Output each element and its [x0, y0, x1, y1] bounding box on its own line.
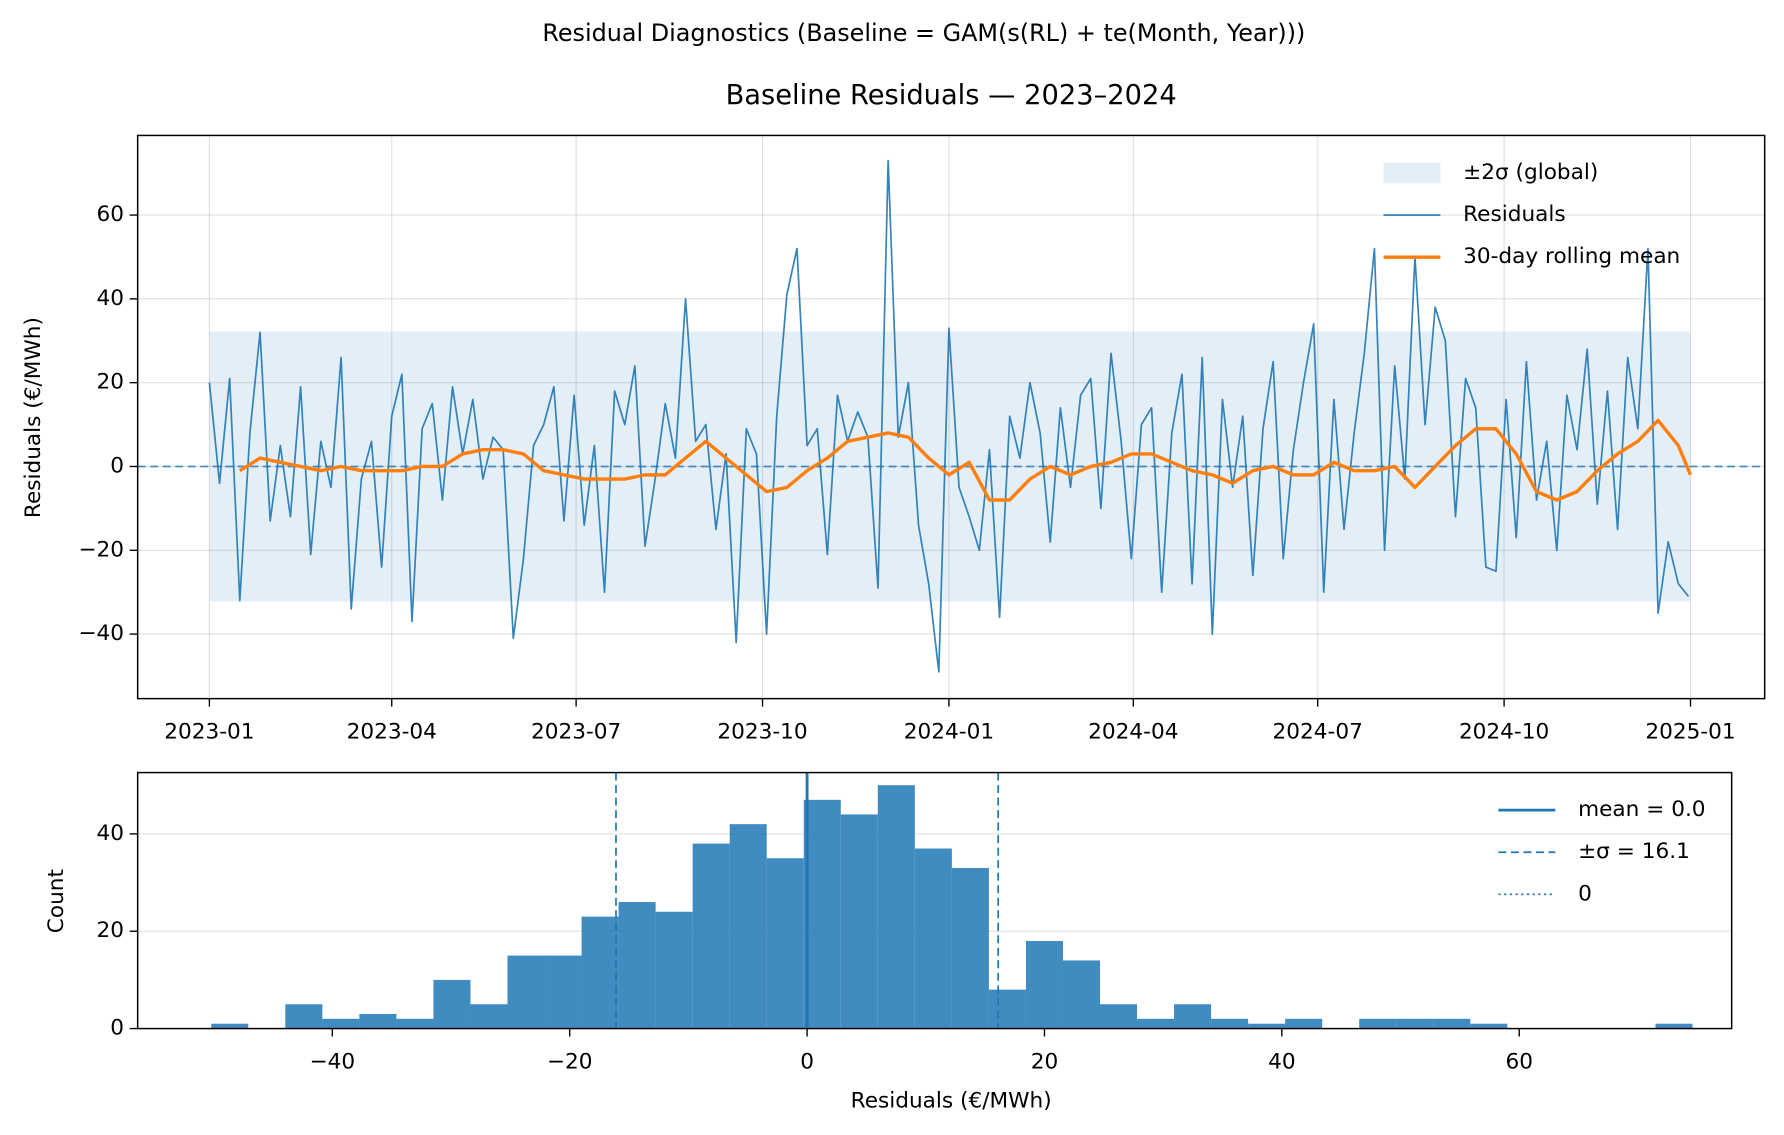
- hist-bar: [1174, 1004, 1212, 1029]
- chart-title: Baseline Residuals — 2023–2024: [726, 80, 1177, 111]
- x-tick-label: 60: [1505, 1050, 1533, 1075]
- legend-swatch: [1383, 162, 1441, 184]
- y-tick-label: 40: [97, 821, 125, 846]
- hist-bar: [211, 1023, 249, 1029]
- hist-bar: [618, 902, 656, 1029]
- hist-bar: [1211, 1018, 1249, 1029]
- hist-bar: [396, 1018, 434, 1029]
- hist-bar: [1248, 1023, 1286, 1029]
- x-tick-label: 2025-01: [1645, 720, 1735, 745]
- hist-bar: [1062, 960, 1100, 1029]
- x-tick-label: 0: [800, 1050, 814, 1075]
- x-tick-label: 20: [1031, 1050, 1059, 1075]
- y-tick-label: 20: [97, 370, 125, 395]
- x-tick-label: 2023-07: [531, 720, 621, 745]
- legend-label: ±2σ (global): [1463, 160, 1598, 185]
- legend-label: 30-day rolling mean: [1463, 244, 1680, 269]
- hist-bar: [581, 916, 619, 1029]
- y-tick-label: 0: [110, 1016, 124, 1041]
- hist-bar: [766, 858, 804, 1029]
- hist-bar: [1285, 1018, 1323, 1029]
- hist-bar: [655, 911, 693, 1029]
- x-tick-label: 2024-10: [1459, 720, 1549, 745]
- hist-bar: [433, 979, 471, 1029]
- y-tick-label: −40: [78, 621, 124, 646]
- hist-bar: [729, 824, 767, 1029]
- hist-bar: [285, 1004, 323, 1029]
- x-tick-label: 40: [1268, 1050, 1296, 1075]
- axes-frame: [136, 134, 1766, 700]
- hist-bar: [1433, 1018, 1471, 1029]
- axes-frame: [136, 771, 1733, 1030]
- y-tick-label: 0: [110, 453, 124, 478]
- legend-label: mean = 0.0: [1578, 797, 1706, 822]
- x-tick-label: 2023-04: [347, 720, 437, 745]
- hist-bar: [877, 785, 915, 1029]
- hist-bar: [914, 848, 952, 1029]
- hist-bar: [1137, 1018, 1175, 1029]
- x-tick-label: 2023-10: [717, 720, 807, 745]
- legend-label: ±σ = 16.1: [1578, 839, 1690, 864]
- x-tick-label: 2023-01: [164, 720, 254, 745]
- hist-bar: [692, 843, 730, 1029]
- y-tick-label: 40: [97, 286, 125, 311]
- hist-bar: [322, 1018, 360, 1029]
- y-tick-label: −20: [78, 537, 124, 562]
- hist-bar: [840, 814, 878, 1029]
- hist-bar: [988, 989, 1026, 1029]
- hist-bar: [1655, 1023, 1693, 1029]
- series-line: [208, 159, 1690, 673]
- legend-label: 0: [1578, 881, 1592, 906]
- x-tick-label: −40: [310, 1050, 356, 1075]
- hist-bar: [951, 867, 989, 1029]
- x-tick-label: −20: [547, 1050, 593, 1075]
- series-line: [238, 418, 1693, 502]
- hist-bar: [1396, 1018, 1434, 1029]
- y-tick-label: 20: [97, 918, 125, 943]
- x-tick-label: 2024-01: [904, 720, 994, 745]
- y-tick-label: 60: [97, 202, 125, 227]
- hist-bar: [1025, 940, 1063, 1029]
- hist-bar: [507, 955, 545, 1029]
- hist-bar: [470, 1004, 508, 1029]
- hist-bar: [1099, 1004, 1138, 1029]
- x-tick-label: 2024-04: [1088, 720, 1178, 745]
- y-axis-label: Count: [44, 869, 69, 933]
- hist-bar: [803, 799, 841, 1029]
- hist-bar: [1470, 1023, 1508, 1029]
- suptitle: Residual Diagnostics (Baseline = GAM(s(R…: [542, 19, 1305, 47]
- hist-bar: [1359, 1018, 1397, 1029]
- legend-label: Residuals: [1463, 202, 1566, 227]
- hist-bar: [359, 1013, 397, 1029]
- x-tick-label: 2024-07: [1273, 720, 1363, 745]
- x-axis-label: Residuals (€/MWh): [851, 1088, 1052, 1113]
- hist-bar: [544, 955, 582, 1029]
- y-axis-label: Residuals (€/MWh): [21, 317, 46, 518]
